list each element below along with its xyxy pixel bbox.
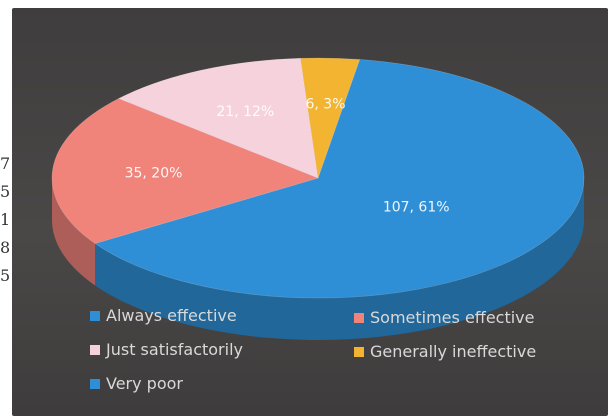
pie-data-label: 21, 12%: [216, 104, 274, 120]
legend-item-sometimes-effective: Sometimes effective: [354, 308, 534, 327]
pie-side-wall: [95, 178, 585, 340]
edge-char: 1: [0, 210, 11, 229]
chart-legend: Always effective Sometimes effective Jus…: [82, 300, 582, 400]
pie-data-label: 35, 20%: [125, 166, 183, 182]
edge-char: 5: [0, 266, 11, 285]
legend-label: Always effective: [106, 306, 237, 325]
pie-slice: [300, 57, 361, 179]
legend-item-always-effective: Always effective: [90, 306, 237, 325]
legend-label: Just satisfactorily: [106, 340, 243, 359]
pie-slice: [51, 98, 319, 244]
legend-item-generally-ineffective: Generally ineffective: [354, 342, 536, 361]
pie-data-label: 107, 61%: [383, 200, 450, 216]
legend-label: Sometimes effective: [370, 308, 535, 327]
edge-char: 7: [0, 154, 11, 173]
legend-label: Very poor: [106, 374, 183, 393]
clipped-edge-text: 7 5 1 8 5: [0, 150, 12, 290]
legend-item-just-satisfactorily: Just satisfactorily: [90, 340, 243, 359]
edge-char: 8: [0, 238, 11, 257]
pie-slice: [94, 59, 585, 299]
pie-side-wall: [52, 178, 96, 286]
legend-swatch: [90, 310, 100, 321]
edge-char: 5: [0, 182, 11, 201]
legend-label: Generally ineffective: [370, 342, 537, 361]
pie-data-label: 6, 3%: [305, 97, 345, 113]
legend-item-very-poor: Very poor: [90, 374, 183, 393]
legend-swatch: [90, 344, 100, 355]
legend-swatch: [354, 346, 364, 357]
legend-swatch: [354, 312, 364, 323]
pie-slice: [118, 57, 319, 179]
legend-swatch: [90, 378, 100, 389]
